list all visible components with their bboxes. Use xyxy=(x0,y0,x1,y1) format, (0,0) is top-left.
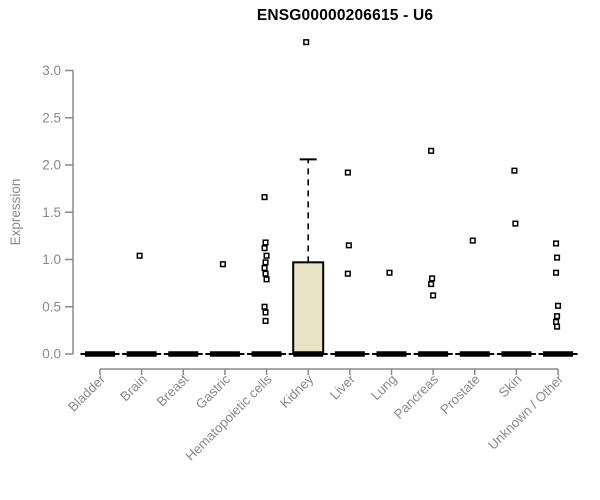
data-point xyxy=(262,259,269,266)
data-point xyxy=(386,269,393,276)
y-tick-label: 1.5 xyxy=(42,205,61,220)
x-category-label: Gastric xyxy=(193,371,234,412)
data-point xyxy=(261,194,268,201)
data-point xyxy=(512,220,519,227)
box xyxy=(292,261,325,355)
x-category-label: Liver xyxy=(327,371,358,402)
median-bar xyxy=(334,351,365,357)
data-point xyxy=(261,264,268,272)
data-point xyxy=(553,313,561,320)
data-point xyxy=(469,237,476,244)
data-point xyxy=(552,318,560,325)
data-point xyxy=(430,292,437,299)
median-bar xyxy=(126,351,157,357)
y-tick-label: 1.0 xyxy=(42,252,61,267)
x-category-label: Lung xyxy=(368,372,400,404)
chart-title: ENSG00000206615 - U6 xyxy=(256,7,434,24)
data-point xyxy=(262,270,269,277)
median-bar xyxy=(418,351,449,357)
y-tick-label: 0.5 xyxy=(42,299,61,314)
data-point xyxy=(552,269,560,276)
data-point xyxy=(554,302,562,309)
data-point xyxy=(345,242,352,249)
data-point xyxy=(261,303,268,310)
median-bar xyxy=(293,351,324,357)
data-point xyxy=(428,281,435,288)
data-point xyxy=(428,147,435,154)
x-category-label: Brain xyxy=(117,372,150,405)
data-point xyxy=(262,239,269,246)
data-point xyxy=(262,309,269,316)
data-point xyxy=(552,240,560,247)
median-bar xyxy=(209,351,240,357)
data-point xyxy=(303,39,310,46)
y-tick-label: 0.0 xyxy=(42,347,61,362)
median-bar xyxy=(168,351,199,357)
data-point xyxy=(511,167,518,174)
x-category-label: Kidney xyxy=(277,371,317,411)
data-point xyxy=(553,254,561,261)
data-point xyxy=(263,252,270,259)
data-point xyxy=(262,317,269,324)
data-point xyxy=(344,169,351,176)
x-category-label: Prostate xyxy=(437,372,483,418)
x-category-label: Breast xyxy=(154,371,192,409)
median-bar xyxy=(459,351,490,357)
median-bar xyxy=(543,351,574,357)
data-point xyxy=(553,323,561,330)
data-point xyxy=(344,270,351,277)
median-bar xyxy=(376,351,407,357)
y-tick-label: 2.5 xyxy=(42,110,61,125)
data-point xyxy=(219,261,226,268)
data-point xyxy=(136,252,143,259)
x-category-label: Pancreas xyxy=(391,371,442,422)
median-bar xyxy=(501,351,532,357)
x-category-label: Bladder xyxy=(65,371,108,414)
y-axis-title: Expression xyxy=(8,179,23,246)
data-point xyxy=(429,275,436,282)
data-point xyxy=(261,245,268,252)
x-category-label: Unknown / Other xyxy=(485,371,567,453)
y-tick-label: 3.0 xyxy=(42,63,61,78)
y-tick-label: 2.0 xyxy=(42,158,61,173)
x-category-label: Skin xyxy=(496,372,525,401)
data-point xyxy=(263,276,270,283)
median-bar xyxy=(251,351,282,357)
median-bar xyxy=(85,351,115,357)
